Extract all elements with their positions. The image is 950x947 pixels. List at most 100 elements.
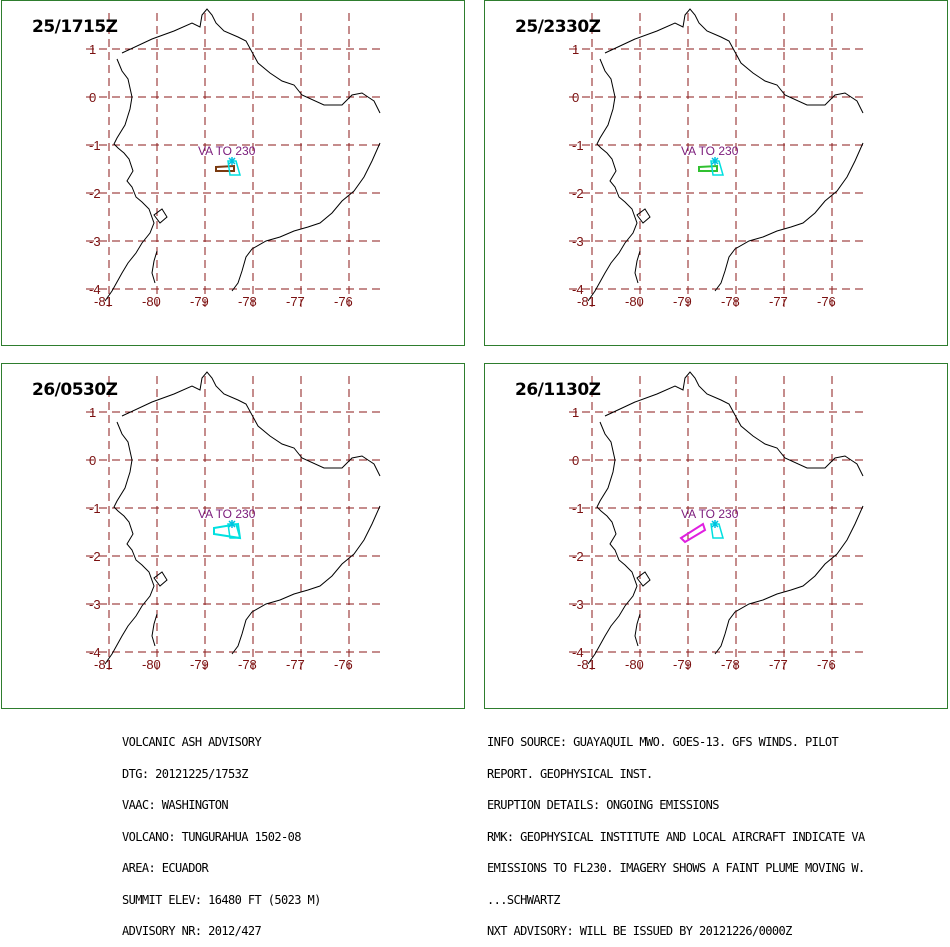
latitude-label: -3 bbox=[572, 234, 584, 249]
longitude-label: -81 bbox=[94, 657, 113, 672]
latitude-label: -1 bbox=[572, 138, 584, 153]
latitude-label: -3 bbox=[89, 597, 101, 612]
ash-plume-area bbox=[698, 164, 718, 172]
longitude-label: -76 bbox=[334, 294, 353, 309]
va-top-label: VA TO 230 bbox=[681, 507, 739, 521]
map-panel-4: 1 0 -1 -2 -3 -4 -81 -80 -79 -78 -77 -76 VA TO 230 26… bbox=[484, 363, 948, 709]
volcano-marker-icon bbox=[228, 157, 236, 165]
latitude-label: -1 bbox=[89, 501, 101, 516]
latitude-label: 0 bbox=[89, 90, 96, 105]
latitude-label: -3 bbox=[89, 234, 101, 249]
coastline bbox=[104, 421, 155, 665]
panel-time-label: 26/1130Z bbox=[515, 380, 601, 400]
map-panel-1: 1 0 -1 -2 -3 -4 -81 -80 -79 -78 -77 -76 VA TO 230 25… bbox=[1, 0, 465, 346]
ash-plume-area bbox=[679, 522, 707, 544]
volcano-marker-icon bbox=[711, 157, 719, 165]
latitude-label: 1 bbox=[89, 405, 96, 420]
latitude-label: -4 bbox=[89, 282, 101, 297]
longitude-label: -78 bbox=[238, 294, 257, 309]
longitude-label: -78 bbox=[721, 294, 740, 309]
coastline bbox=[104, 58, 155, 302]
advisory-line: NXT ADVISORY: WILL BE ISSUED BY 20121226… bbox=[487, 924, 792, 938]
longitude-label: -78 bbox=[721, 657, 740, 672]
longitude-label: -81 bbox=[577, 294, 596, 309]
ash-plume-source bbox=[710, 160, 724, 176]
longitude-label: -78 bbox=[238, 657, 257, 672]
longitude-label: -76 bbox=[817, 294, 836, 309]
panel-time-label: 25/2330Z bbox=[515, 17, 601, 37]
advisory-line: VAAC: WASHINGTON bbox=[122, 798, 229, 812]
coastline bbox=[587, 58, 638, 302]
longitude-label: -77 bbox=[769, 657, 788, 672]
advisory-line: ...SCHWARTZ bbox=[487, 892, 560, 907]
longitude-label: -80 bbox=[142, 294, 161, 309]
advisory-line: ERUPTION DETAILS: ONGOING EMISSIONS bbox=[487, 798, 719, 812]
latitude-label: -4 bbox=[572, 282, 584, 297]
latitude-label: -3 bbox=[572, 597, 584, 612]
panel-time-label: 25/1715Z bbox=[32, 17, 118, 37]
longitude-label: -79 bbox=[673, 657, 692, 672]
advisory-header-left: VOLCANIC ASH ADVISORY DTG: 20121225/1753… bbox=[122, 716, 321, 947]
longitude-label: -80 bbox=[625, 294, 644, 309]
longitude-label: -79 bbox=[673, 294, 692, 309]
latitude-label: -2 bbox=[572, 549, 584, 564]
longitude-label: -81 bbox=[94, 294, 113, 309]
va-top-label: VA TO 230 bbox=[198, 507, 256, 521]
latitude-label: 0 bbox=[89, 453, 96, 468]
advisory-line: DTG: 20121225/1753Z bbox=[122, 766, 248, 781]
latitude-label: 0 bbox=[572, 90, 579, 105]
latitude-label: 1 bbox=[572, 42, 579, 57]
advisory-line: RMK: GEOPHYSICAL INSTITUTE AND LOCAL AIR… bbox=[487, 829, 865, 844]
panel-time-label: 26/0530Z bbox=[32, 380, 118, 400]
map-canvas: 1 0 -1 -2 -3 -4-81 -80 -79 -78 -77 -76 VA TO 230 bbox=[86, 8, 381, 309]
coastline bbox=[587, 421, 638, 665]
ash-plume-area bbox=[215, 164, 235, 172]
latitude-label: 1 bbox=[572, 405, 579, 420]
puna-island bbox=[636, 208, 651, 224]
volcano-marker-icon bbox=[228, 520, 236, 528]
longitude-label: -80 bbox=[625, 657, 644, 672]
latitude-label: 0 bbox=[572, 453, 579, 468]
longitude-label: -77 bbox=[769, 294, 788, 309]
latitude-label: -1 bbox=[572, 501, 584, 516]
advisory-line: EMISSIONS TO FL230. IMAGERY SHOWS A FAIN… bbox=[487, 861, 865, 875]
longitude-label: -76 bbox=[817, 657, 836, 672]
ash-plume-source bbox=[710, 523, 724, 539]
latitude-label: -4 bbox=[89, 645, 101, 660]
country-border bbox=[121, 8, 381, 292]
longitude-label: -77 bbox=[286, 294, 305, 309]
latitude-label: -2 bbox=[89, 549, 101, 564]
va-top-label: VA TO 230 bbox=[198, 144, 256, 158]
longitude-label: -77 bbox=[286, 657, 305, 672]
advisory-line: ADVISORY NR: 2012/427 bbox=[122, 924, 262, 938]
map-canvas: 1 0 -1 -2 -3 -4-81 -80 -79 -78 -77 -76 VA TO 230 bbox=[569, 371, 864, 672]
country-border bbox=[604, 8, 864, 292]
longitude-label: -80 bbox=[142, 657, 161, 672]
advisory-line: INFO SOURCE: GUAYAQUIL MWO. GOES-13. GFS… bbox=[487, 735, 839, 749]
puna-island bbox=[636, 571, 651, 587]
va-top-label: VA TO 230 bbox=[681, 144, 739, 158]
puna-island bbox=[153, 571, 168, 587]
map-panel-3: 1 0 -1 -2 -3 -4 -81 -80 -79 -78 -77 -76 VA TO 230 26… bbox=[1, 363, 465, 709]
ash-plume-source bbox=[227, 160, 241, 176]
country-border bbox=[604, 371, 864, 655]
volcano-marker-icon bbox=[711, 520, 719, 528]
advisory-line: VOLCANO: TUNGURAHUA 1502-08 bbox=[122, 829, 301, 844]
latitude-label: 1 bbox=[89, 42, 96, 57]
latitude-label: -2 bbox=[572, 186, 584, 201]
advisory-line: AREA: ECUADOR bbox=[122, 861, 209, 875]
longitude-label: -79 bbox=[190, 657, 209, 672]
longitude-label: -81 bbox=[577, 657, 596, 672]
advisory-line: SUMMIT ELEV: 16480 FT (5023 M) bbox=[122, 892, 321, 907]
map-canvas: 1 0 -1 -2 -3 -4-81 -80 -79 -78 -77 -76 VA TO 230 bbox=[86, 371, 381, 672]
advisory-line: VOLCANIC ASH ADVISORY bbox=[122, 735, 262, 749]
latitude-label: -4 bbox=[572, 645, 584, 660]
ash-plume-source bbox=[227, 523, 241, 539]
longitude-label: -79 bbox=[190, 294, 209, 309]
latitude-label: -1 bbox=[89, 138, 101, 153]
map-panel-2: 1 0 -1 -2 -3 -4 -81 -80 -79 -78 -77 -76 VA TO 230 25… bbox=[484, 0, 948, 346]
advisory-details-right: INFO SOURCE: GUAYAQUIL MWO. GOES-13. GFS… bbox=[487, 716, 865, 947]
latitude-label: -2 bbox=[89, 186, 101, 201]
map-canvas: 1 0 -1 -2 -3 -4-81 -80 -79 -78 -77 -76 VA TO 230 bbox=[569, 8, 864, 309]
longitude-label: -76 bbox=[334, 657, 353, 672]
